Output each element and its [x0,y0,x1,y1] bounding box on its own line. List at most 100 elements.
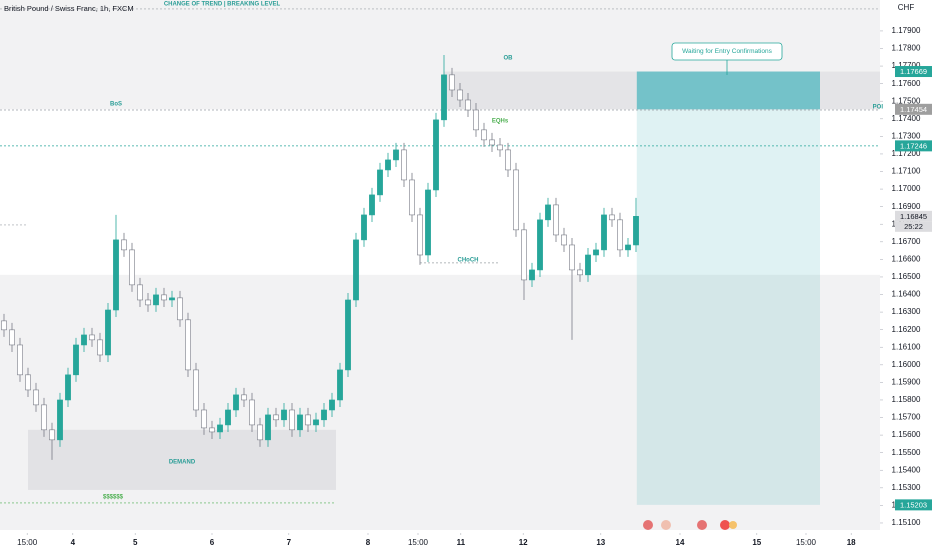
candle-body [361,214,367,241]
candle-body [529,269,535,281]
candle-body [601,214,607,251]
y-tick-label: 1.16400 [892,290,921,299]
y-tick-label: 1.15500 [892,448,921,457]
candle-body [577,269,583,276]
x-tick-label: 14 [676,538,685,547]
candle-body [369,194,375,216]
price-badge-label: 1.17246 [900,141,927,150]
y-tick-label: 1.17900 [892,26,921,35]
symbol-title: British Pound / Swiss Franc, 1h, FXCM [4,4,134,13]
candle-body [617,219,623,251]
annotation: BoS [110,102,122,108]
price-badge [895,140,932,152]
y-tick-label: 1.17300 [892,131,921,140]
y-tick-label: 1.17800 [892,44,921,53]
y-tick-label: 1.15100 [892,518,921,527]
price-axis-bg [880,0,932,550]
annotation: $$$$$$ [103,495,124,501]
y-tick-label: 1.15700 [892,413,921,422]
countdown-badge [895,221,932,232]
x-tick-label: 11 [457,538,466,547]
candle-body [9,329,15,346]
x-tick-label: 7 [287,538,292,547]
price-badge-label: 1.15203 [900,500,927,509]
callout-box [671,42,783,61]
y-tick-label: 1.16500 [892,272,921,281]
candle-body [481,129,487,141]
x-tick-label: 15:00 [408,538,429,547]
candle-body [425,189,431,256]
zone [28,429,336,490]
price-badge-label: 1.17454 [900,105,927,114]
candle-body [273,414,279,421]
candle-body [569,244,575,271]
candle-body [25,374,31,391]
x-tick-label: 15:00 [796,538,817,547]
candle-body [537,219,543,271]
candle-body [161,294,167,301]
candle-body [81,334,87,346]
annotation: CHANGE OF TREND | BREAKING LEVEL [164,2,281,8]
candle-body [377,169,383,196]
candle-body [329,399,335,411]
candle-body [249,399,255,426]
event-icon [720,520,730,530]
zone [636,71,820,110]
price-badge [895,66,932,78]
price-badge-label: 1.16845 [900,212,927,221]
y-tick-label: 1.16700 [892,237,921,246]
y-tick-label: 1.16900 [892,202,921,211]
candle-body [49,429,55,441]
y-tick-label: 1.17200 [892,149,921,158]
candle-body [73,344,79,376]
price-badge-label: 1.17669 [900,67,927,76]
candle-body [169,297,175,301]
candle-body [33,389,39,406]
x-tick-label: 15:00 [17,538,38,547]
candle-body [217,424,223,433]
x-tick-label: 8 [366,538,371,547]
candle-body [465,99,471,111]
candle-body [201,409,207,429]
y-tick-label: 1.16300 [892,307,921,316]
candle-body [609,214,615,221]
candle-body [409,179,415,216]
event-icon [661,520,671,530]
annotation: OB [504,56,514,62]
x-tick-label: 6 [210,538,215,547]
candle-body [129,249,135,286]
candle-body [473,109,479,131]
time-axis-bg [0,533,932,550]
y-tick-label: 1.15400 [892,465,921,474]
event-icons [643,520,737,530]
candle-body [393,149,399,161]
zone [636,109,820,505]
candle-body [417,214,423,256]
candle-body [401,149,407,181]
x-tick-label: 13 [596,538,605,547]
candle-body [177,297,183,321]
candle-body [241,394,247,401]
candle-body [633,216,639,246]
candle-body [97,339,103,356]
candle-body [121,239,127,251]
event-icon [729,521,737,529]
price-badge [895,210,932,222]
candle-body [17,344,23,376]
y-tick-label: 1.16100 [892,342,921,351]
candle-body [1,320,7,331]
candle-body [233,394,239,411]
candle-body [265,414,271,441]
candle-body [153,294,159,306]
candle-body [305,414,311,426]
candle-body [65,374,71,401]
candle-body [457,89,463,101]
y-tick-label: 1.16600 [892,254,921,263]
y-tick-label: 1.17500 [892,96,921,105]
candle-body [513,169,519,231]
candle-body [209,427,215,433]
countdown: 25:22 [904,222,923,231]
candle-body [105,309,111,356]
candle-body [145,299,151,306]
y-tick-label: 1.15300 [892,483,921,492]
